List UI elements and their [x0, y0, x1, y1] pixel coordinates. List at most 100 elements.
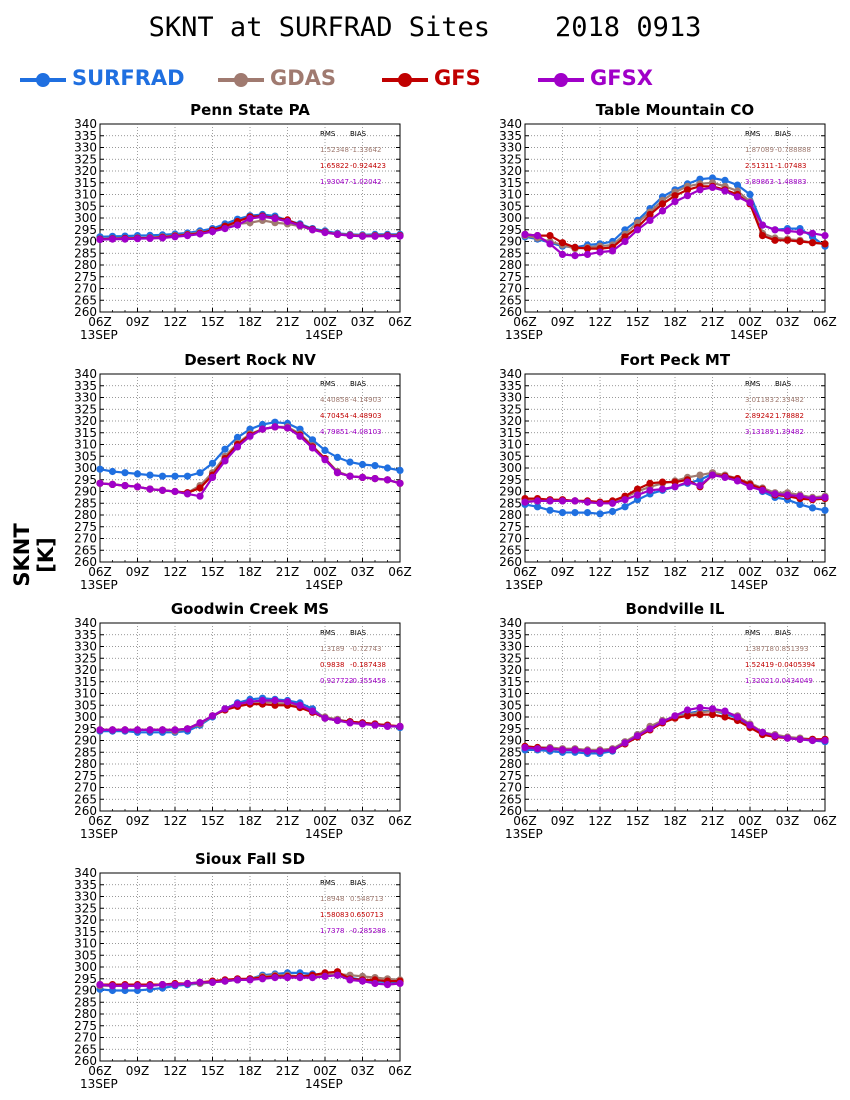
y-tick-label: 315	[74, 426, 97, 440]
data-point-gfsx	[233, 443, 242, 451]
x-tick-label: 15Z	[626, 565, 650, 579]
data-point-gfsx	[346, 976, 354, 984]
series-gfsx	[96, 971, 404, 990]
data-point-gfsx	[108, 726, 117, 734]
data-point-surfrad	[733, 181, 742, 189]
stat-header-bias: BIAS	[350, 629, 367, 637]
stat-rms-value: 2.89242	[745, 412, 774, 420]
data-point-gfsx	[796, 492, 804, 500]
data-point-surfrad	[171, 472, 179, 480]
data-point-gfsx	[571, 746, 579, 754]
x-tick-label: 06Z	[388, 814, 412, 828]
stat-rms-value: 4.70454	[320, 412, 349, 420]
x-tick-label: 06Z	[88, 1064, 112, 1078]
y-tick-label: 285	[499, 745, 522, 759]
data-point-gfsx	[371, 232, 379, 240]
data-point-gfsx	[396, 479, 404, 487]
date-label: 14SEP	[305, 827, 343, 841]
x-tick-label: 03Z	[351, 1064, 375, 1078]
data-point-gfsx	[246, 698, 254, 706]
data-point-gfsx	[296, 221, 304, 230]
data-point-gfsx	[121, 726, 129, 734]
stat-bias-value: 0.548713	[350, 895, 383, 903]
y-tick-label: 320	[499, 164, 522, 178]
y-tick-label: 310	[74, 937, 97, 951]
y-tick-label: 260	[74, 1054, 97, 1068]
y-tick-label: 270	[74, 781, 97, 795]
y-tick-label: 335	[74, 628, 97, 642]
data-point-gfs	[546, 232, 554, 240]
data-point-surfrad	[808, 504, 817, 512]
y-tick-label: 260	[74, 555, 97, 569]
data-point-gfsx	[821, 493, 829, 501]
x-tick-label: 06Z	[88, 315, 112, 329]
data-point-surfrad	[133, 470, 142, 478]
y-tick-label: 335	[499, 129, 522, 143]
data-point-gfsx	[146, 982, 154, 990]
data-point-surfrad	[621, 503, 629, 511]
data-point-gfsx	[133, 483, 142, 491]
y-tick-label: 335	[74, 878, 97, 892]
chart-desert-rock-nv: Desert Rock NV26026527027528028529029530…	[74, 351, 412, 592]
x-tick-label: 06Z	[513, 565, 537, 579]
stat-header-bias: BIAS	[775, 380, 792, 388]
data-point-gfsx	[233, 221, 242, 229]
data-point-gfsx	[633, 732, 642, 740]
data-point-gfsx	[521, 498, 529, 506]
data-point-gfsx	[271, 974, 279, 982]
data-point-surfrad	[333, 453, 342, 461]
y-tick-label: 325	[74, 152, 97, 166]
data-point-gfsx	[271, 423, 279, 431]
data-point-gfsx	[146, 726, 154, 734]
y-tick-label: 260	[499, 305, 522, 319]
y-tick-label: 340	[74, 117, 97, 131]
data-point-gfsx	[708, 705, 717, 713]
x-tick-label: 21Z	[276, 1064, 300, 1078]
y-tick-label: 280	[499, 258, 522, 272]
data-point-gfsx	[758, 486, 767, 494]
data-point-gfsx	[383, 232, 392, 240]
data-point-gfs	[633, 485, 642, 493]
data-point-gfsx	[696, 482, 704, 490]
y-tick-label: 305	[74, 449, 97, 463]
data-point-gfsx	[371, 475, 379, 483]
data-point-gfsx	[321, 714, 329, 722]
data-point-surfrad	[158, 472, 167, 480]
data-point-gfsx	[308, 974, 317, 982]
data-point-surfrad	[371, 462, 379, 470]
y-tick-label: 335	[499, 379, 522, 393]
y-tick-label: 320	[74, 414, 97, 428]
date-label: 14SEP	[730, 827, 768, 841]
y-tick-label: 270	[74, 282, 97, 296]
data-point-gfsx	[196, 978, 204, 986]
stat-header-rms: RMS	[745, 130, 761, 138]
data-point-gfsx	[208, 473, 217, 481]
chart-title: Bondville IL	[626, 600, 725, 618]
data-point-gfsx	[133, 982, 142, 990]
data-point-gfsx	[683, 706, 692, 714]
data-point-gfsx	[583, 747, 592, 755]
x-tick-label: 06Z	[88, 814, 112, 828]
data-point-gfsx	[696, 704, 704, 712]
data-point-gfsx	[546, 497, 554, 505]
stat-bias-value: -0.187438	[350, 661, 386, 669]
y-tick-label: 305	[74, 698, 97, 712]
data-point-gfsx	[158, 981, 167, 989]
y-tick-label: 315	[74, 675, 97, 689]
y-tick-label: 270	[499, 282, 522, 296]
y-tick-label: 335	[74, 379, 97, 393]
y-tick-label: 315	[499, 176, 522, 190]
x-tick-label: 00Z	[313, 565, 337, 579]
data-point-gfs	[758, 232, 767, 240]
x-tick-label: 18Z	[238, 1064, 262, 1078]
y-tick-label: 275	[74, 520, 97, 534]
y-tick-label: 285	[74, 745, 97, 759]
data-point-gfs	[708, 711, 717, 719]
legend-label-surfrad: SURFRAD	[72, 66, 185, 90]
x-tick-label: 00Z	[738, 565, 762, 579]
x-tick-label: 12Z	[588, 814, 612, 828]
data-point-gfsx	[308, 707, 317, 715]
x-tick-label: 06Z	[813, 565, 837, 579]
y-tick-label: 325	[74, 402, 97, 416]
